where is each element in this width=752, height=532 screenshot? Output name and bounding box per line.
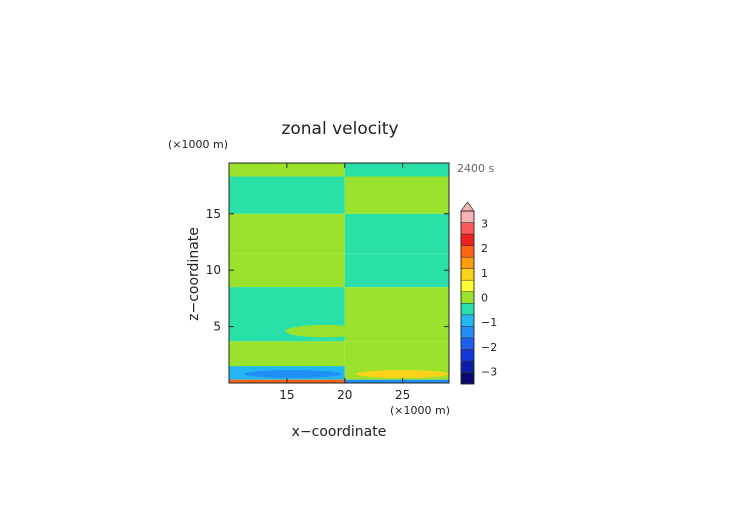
heatmap-region-12 [229,176,345,214]
y-axis-label: z−coordinate [186,227,202,321]
colorbar-segment-13 [460,222,475,235]
heatmap-region-10 [229,213,345,254]
x-tick-label-25: 25 [395,388,410,402]
plot-frame [228,162,450,384]
colorbar-tick-label-1: −2 [481,341,497,354]
heatmap-region-1 [344,379,449,383]
chart-title: zonal velocity [281,119,398,139]
heatmap-region-8 [229,253,345,288]
heatmap-feature-2 [356,370,449,378]
colorbar-segment-1 [460,360,475,373]
heatmap-region-7 [344,287,449,342]
x-tick-label-20: 20 [337,388,352,402]
colorbar-segment-7 [460,291,475,304]
y-tick-label-10: 10 [206,263,221,277]
heatmap-cells [229,163,449,383]
colorbar-tick-label-4: 1 [481,267,488,280]
colorbar-segment-8 [460,279,475,292]
colorbar-tick-label-3: 0 [481,292,488,305]
colorbar-tick-label-5: 2 [481,242,488,255]
colorbar-segment-14 [460,210,475,223]
x-unit-label: (×1000 m) [390,404,450,417]
x-axis-ticks: 15 20 25 [279,163,410,402]
colorbar-segment-0 [460,372,475,385]
colorbar: −3 −2 −1 0 1 2 3 [460,201,497,385]
heatmap-region-14 [229,163,345,177]
colorbar-segment-4 [460,326,475,339]
colorbar-segment-10 [460,256,475,269]
colorbar-extend-arrow [460,201,475,212]
colorbar-segment-5 [460,314,475,327]
x-axis-label: x−coordinate [292,424,387,440]
heatmap-region-4 [229,341,345,367]
heatmap-region-13 [344,176,449,214]
x-tick-label-15: 15 [279,388,294,402]
heatmap-region-9 [344,253,449,288]
heatmap-region-5 [344,341,449,367]
heatmap-feature-0 [285,324,363,338]
colorbar-frame [460,210,475,385]
colorbar-tick-label-0: −3 [481,366,497,379]
colorbar-segment-3 [460,337,475,350]
y-axis-ticks: 5 10 15 [206,207,449,334]
colorbar-segment-2 [460,349,475,362]
colorbar-segment-6 [460,303,475,316]
y-tick-label-15: 15 [206,207,221,221]
colorbar-tick-label-2: −1 [481,316,497,329]
heatmap-region-11 [344,213,449,254]
heatmap-region-15 [344,163,449,177]
y-unit-label: (×1000 m) [168,138,228,151]
colorbar-segment-11 [460,245,475,258]
colorbar-tick-label-6: 3 [481,217,488,230]
heatmap-plot-area [228,162,450,384]
colorbar-segment-9 [460,268,475,281]
y-tick-label-5: 5 [213,320,221,334]
heatmap-feature-1 [244,370,342,378]
time-label: 2400 s [457,162,494,175]
colorbar-segment-12 [460,233,475,246]
